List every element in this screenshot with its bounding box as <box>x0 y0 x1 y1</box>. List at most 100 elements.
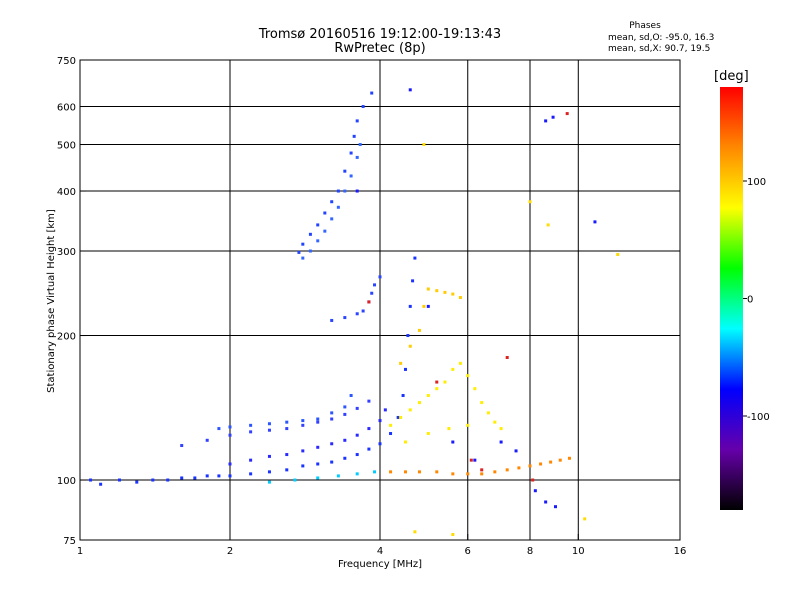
x-tick-label: 4 <box>377 546 383 557</box>
data-point <box>297 250 301 254</box>
data-point <box>343 405 347 409</box>
colorbar-unit: [deg] <box>714 69 749 84</box>
data-point <box>166 478 170 482</box>
data-point <box>389 432 393 436</box>
data-point <box>117 478 121 482</box>
phase-box-x-line: mean, sd,X: 90.7, 19.5 <box>608 44 711 54</box>
data-point <box>343 456 347 460</box>
data-point <box>355 312 359 316</box>
x-tick-label: 8 <box>527 546 533 557</box>
x-tick-label: 16 <box>674 546 687 557</box>
data-point <box>180 444 184 448</box>
data-point <box>544 500 548 504</box>
data-point <box>367 399 371 403</box>
data-point <box>443 290 447 294</box>
data-point <box>403 367 407 371</box>
data-point <box>301 449 305 453</box>
data-point <box>451 292 455 296</box>
chart-title: Tromsø 20160516 19:12:00-19:13:43 <box>258 27 502 42</box>
data-point <box>451 367 455 371</box>
data-point <box>367 447 371 451</box>
data-point <box>355 433 359 437</box>
data-point <box>285 420 289 424</box>
data-point <box>330 318 334 322</box>
data-point <box>308 232 312 236</box>
data-point <box>505 355 509 359</box>
data-point <box>505 468 509 472</box>
data-point <box>358 143 362 147</box>
data-point <box>583 517 587 521</box>
data-point <box>343 438 347 442</box>
data-point <box>249 423 253 427</box>
data-point <box>558 458 562 462</box>
data-point <box>480 468 484 472</box>
data-point <box>352 134 356 138</box>
data-point <box>249 472 253 476</box>
data-point <box>228 462 232 466</box>
data-point <box>151 478 155 482</box>
data-point <box>323 229 327 233</box>
data-point <box>408 88 412 92</box>
data-point <box>349 394 353 398</box>
data-point <box>316 476 320 480</box>
data-point <box>435 289 439 293</box>
data-point <box>546 223 550 227</box>
data-point <box>355 406 359 410</box>
data-point <box>301 256 305 260</box>
data-point <box>389 470 393 474</box>
y-tick-label: 400 <box>57 187 76 198</box>
data-point <box>544 119 548 123</box>
colorbar <box>720 87 743 510</box>
data-point <box>267 428 271 432</box>
data-point <box>343 316 347 320</box>
chart-subtitle: RwPretec (8p) <box>334 41 426 56</box>
data-point <box>451 472 455 476</box>
data-point <box>355 453 359 457</box>
data-point <box>349 151 353 155</box>
data-point <box>417 470 421 474</box>
data-point <box>531 478 535 482</box>
data-point <box>355 155 359 159</box>
colorbar-tick-label: 100 <box>747 177 766 188</box>
data-point <box>493 470 497 474</box>
data-point <box>401 394 405 398</box>
data-point <box>217 474 221 478</box>
data-point <box>378 442 382 446</box>
data-point <box>316 420 320 424</box>
data-point <box>499 427 503 431</box>
data-point <box>301 419 305 423</box>
data-point <box>466 472 470 476</box>
data-point <box>285 453 289 457</box>
data-point <box>413 256 417 260</box>
data-point <box>343 169 347 173</box>
data-point <box>480 472 484 476</box>
data-point <box>323 211 327 215</box>
data-point <box>417 401 421 405</box>
data-point <box>593 220 597 224</box>
data-point <box>336 189 340 193</box>
x-tick-label: 2 <box>227 546 233 557</box>
data-point <box>549 460 553 464</box>
data-point <box>443 380 447 384</box>
points-layer <box>89 88 620 537</box>
data-point <box>367 427 371 431</box>
data-point <box>330 411 334 415</box>
data-point <box>293 478 297 482</box>
data-point <box>517 466 521 470</box>
data-point <box>403 440 407 444</box>
data-point <box>399 361 403 365</box>
data-point <box>533 489 537 493</box>
data-point <box>228 474 232 478</box>
data-point <box>373 283 377 287</box>
data-point <box>422 304 426 308</box>
data-point <box>267 470 271 474</box>
data-point <box>349 174 353 178</box>
data-point <box>435 387 439 391</box>
data-point <box>435 470 439 474</box>
data-point <box>396 415 400 419</box>
data-point <box>411 279 415 283</box>
data-point <box>403 470 407 474</box>
data-point <box>528 200 532 204</box>
